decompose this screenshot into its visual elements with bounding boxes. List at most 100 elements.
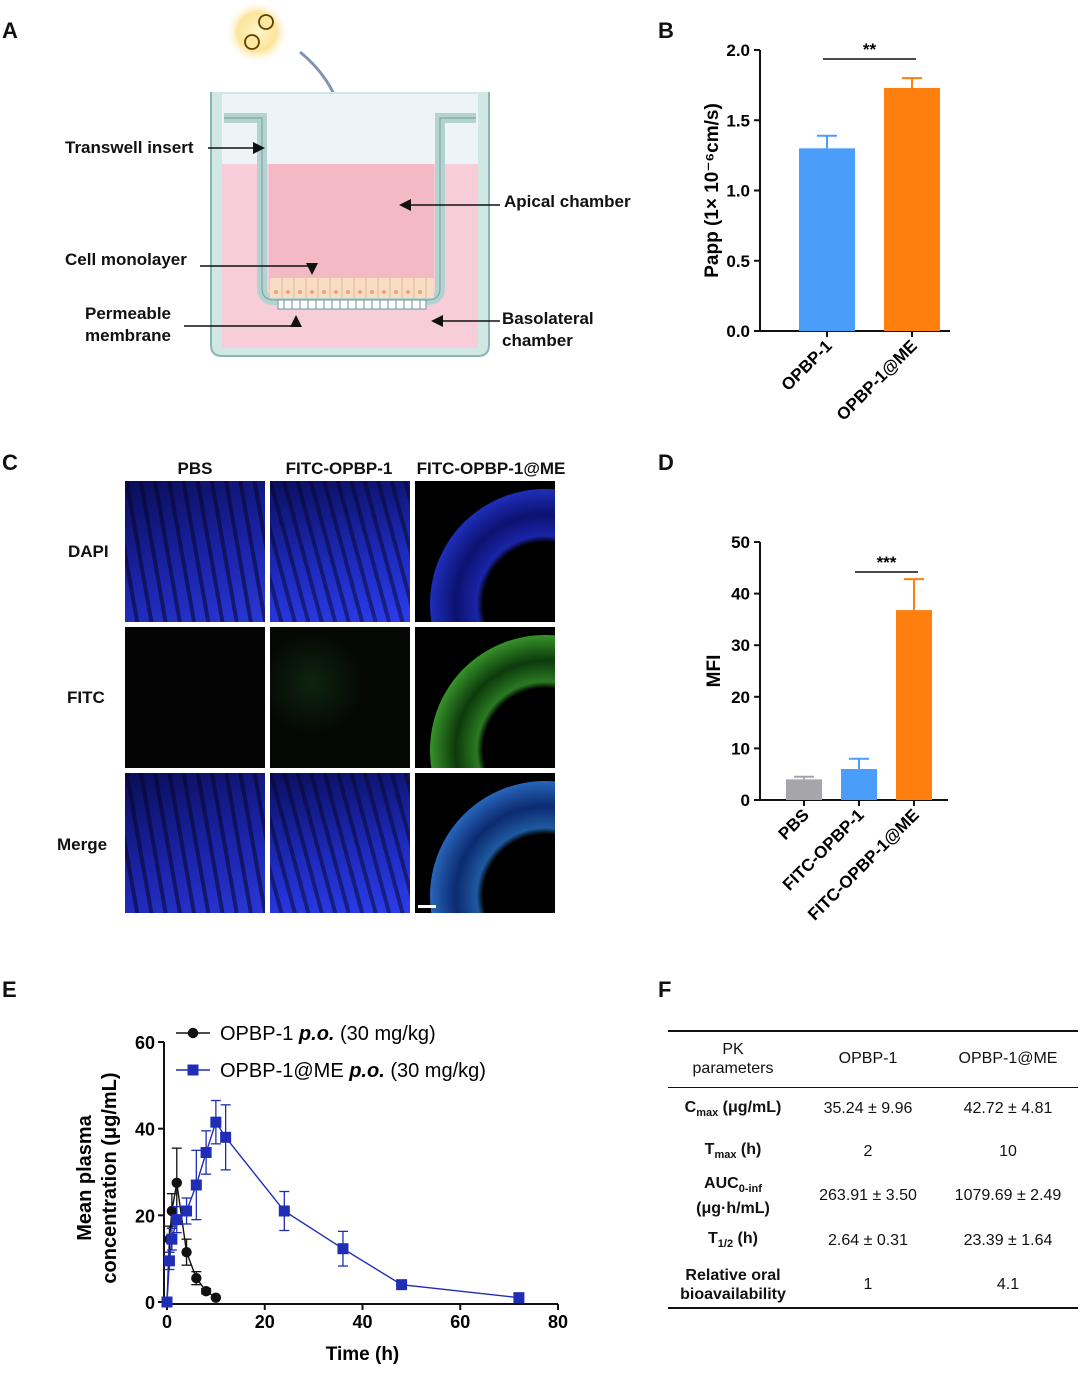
x-tick-label: PBS	[775, 805, 813, 843]
data-point	[220, 1131, 232, 1143]
data-point	[210, 1116, 222, 1128]
cell-value: 42.72 ± 4.81	[963, 1099, 1053, 1117]
image-dapi-fitc-opbp1	[270, 481, 410, 622]
y-tick-label: 0	[741, 791, 750, 810]
cell-value: 263.91 ± 3.50	[819, 1187, 917, 1204]
label-cell-monolayer: Cell monolayer	[65, 250, 187, 269]
panel-label-d: D	[658, 450, 674, 475]
image-merge-fitc-opbp1	[270, 773, 410, 913]
row-label: Tmax (h)	[704, 1141, 762, 1162]
x-tick-label: 60	[450, 1312, 470, 1332]
cell-value: 1079.69 ± 2.49	[954, 1187, 1062, 1204]
table-row: Tmax (h) 2 10	[668, 1130, 1078, 1173]
x-tick-label: FITC-OPBP-1@ME	[804, 805, 923, 924]
y-tick-label: 20	[135, 1206, 155, 1226]
data-point	[161, 1296, 173, 1308]
row-header-merge: Merge	[57, 835, 108, 854]
data-point	[163, 1255, 175, 1267]
data-point	[171, 1177, 182, 1189]
panel-label-e: E	[2, 977, 17, 1002]
data-point	[171, 1214, 183, 1226]
cell-value: 4.1	[938, 1262, 1078, 1309]
image-fitc-pbs	[125, 627, 265, 768]
y-tick-label: 10	[731, 739, 750, 758]
y-tick-label: 60	[135, 1033, 155, 1053]
microemulsion-particle-icon	[225, 0, 289, 64]
bar	[786, 779, 822, 800]
table-row: Cmax (μg/mL) 35.24 ± 9.96 42.72 ± 4.81	[668, 1087, 1078, 1130]
y-tick-label: 40	[135, 1120, 155, 1140]
x-axis-label: Time (h)	[326, 1344, 400, 1365]
cell-value: 2	[863, 1142, 873, 1160]
label-basolateral-chamber: Basolateral chamber	[502, 309, 594, 350]
permeable-membrane	[277, 299, 427, 310]
y-tick-label: 0.5	[726, 252, 750, 271]
chart-b: 0.0 0.5 1.0 1.5 2.0 Papp (1× 10⁻⁶cm/s) OPBP-1O…	[702, 40, 950, 424]
data-point	[181, 1205, 193, 1217]
chart-d: 01020304050MFIPBSFITC-OPBP-1FITC-OPBP-1@…	[704, 533, 948, 924]
legend-marker	[187, 1064, 199, 1076]
data-point	[337, 1243, 349, 1255]
table-row: AUC0-inf (μg·h/mL) 263.91 ± 3.50 1079.69 …	[668, 1173, 1078, 1219]
image-dapi-pbs	[125, 481, 265, 622]
transwell-diagram	[184, 0, 500, 357]
image-merge-fitc-opbp1-me	[415, 773, 555, 913]
panel-label-b: B	[658, 18, 674, 43]
label-apical-chamber: Apical chamber	[504, 192, 631, 211]
bar	[841, 769, 877, 800]
cell-monolayer	[270, 278, 434, 298]
label-transwell-insert: Transwell insert	[65, 138, 194, 157]
bar	[884, 87, 940, 331]
cell-value: 10	[999, 1142, 1017, 1160]
chart-e: 0 20 40 60 0 20 40 60 80 Time (h) Mean plasma conce…	[74, 1023, 568, 1365]
data-point	[278, 1205, 290, 1217]
row-label: T1/2 (h)	[708, 1230, 758, 1251]
table-row: T1/2 (h) 2.64 ± 0.31 23.39 ± 1.64	[668, 1219, 1078, 1262]
col-header-fitc-opbp1: FITC-OPBP-1	[285, 459, 393, 478]
y-tick-label: 30	[731, 636, 750, 655]
y-axis-label: Papp (1× 10⁻⁶cm/s)	[702, 103, 723, 278]
y-tick-label: 40	[731, 585, 750, 604]
legend-label: OPBP-1@ME p.o. (30 mg/kg)	[220, 1060, 486, 1082]
y-tick-label: 0.0	[726, 322, 750, 341]
legend-marker	[187, 1027, 199, 1039]
series-line-opbp-1@me	[166, 1120, 519, 1303]
significance-label: **	[863, 40, 877, 59]
bar	[896, 610, 932, 800]
x-tick-label: OPBP-1@ME	[833, 336, 921, 424]
table-row: Relative oral bioavailability 1 4.1	[668, 1262, 1078, 1309]
data-point	[191, 1272, 202, 1284]
cell-value: 23.39 ± 1.64	[963, 1231, 1053, 1249]
y-tick-label: 1.5	[726, 111, 750, 130]
pk-parameters-table: PK parameters OPBP-1 OPBP-1@ME Cmax (μg/m…	[668, 1030, 1078, 1309]
header-pk-parameters: PK parameters	[668, 1030, 798, 1088]
image-fitc-fitc-opbp1-me	[415, 627, 555, 768]
label-permeable-membrane: Permeable membrane	[85, 304, 171, 345]
data-point	[396, 1279, 408, 1291]
y-tick-label: 1.0	[726, 182, 750, 201]
data-point	[513, 1292, 525, 1304]
panel-label-a: A	[2, 18, 18, 43]
header-opbp1: OPBP-1	[798, 1030, 938, 1088]
data-point	[210, 1292, 222, 1303]
table-header-row: PK parameters OPBP-1 OPBP-1@ME	[668, 1030, 1078, 1088]
data-point	[181, 1246, 192, 1258]
row-header-dapi: DAPI	[68, 542, 109, 561]
image-merge-pbs	[125, 773, 265, 913]
significance-label: ***	[877, 553, 897, 572]
header-opbp1-me: OPBP-1@ME	[938, 1030, 1078, 1088]
cell-value: 35.24 ± 9.96	[823, 1099, 913, 1117]
y-axis-label: MFI	[704, 655, 725, 688]
y-tick-label: 20	[731, 688, 750, 707]
data-point	[166, 1205, 178, 1217]
row-label: Cmax (μg/mL)	[684, 1098, 782, 1119]
cell-value: 1	[798, 1262, 938, 1309]
y-tick-label: 2.0	[726, 41, 750, 60]
apical-medium	[269, 164, 434, 290]
x-tick-label: 0	[162, 1312, 172, 1332]
image-dapi-fitc-opbp1-me	[415, 481, 555, 622]
data-point	[190, 1179, 202, 1191]
x-tick-label: 80	[548, 1312, 568, 1332]
y-axis-label-line2: concentration (μg/mL)	[99, 1072, 121, 1283]
col-header-pbs: PBS	[177, 459, 213, 478]
